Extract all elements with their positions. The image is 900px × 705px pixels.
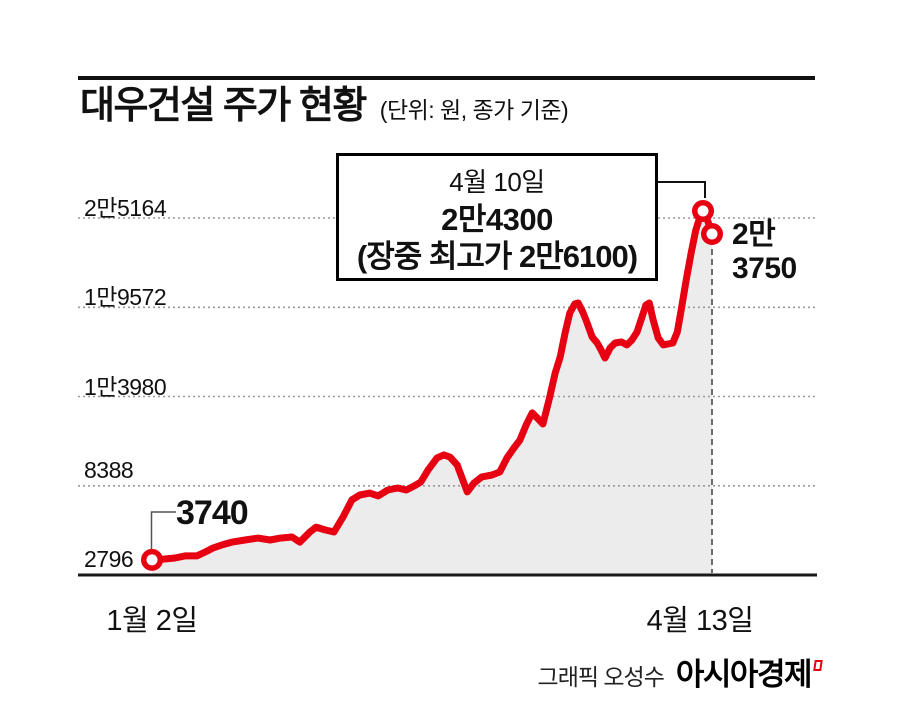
data-point-marker <box>701 223 723 245</box>
y-axis-label: 2만5164 <box>84 195 167 221</box>
area-fill <box>152 211 712 575</box>
y-axis-label: 2796 <box>84 546 134 572</box>
chart-plot-layers <box>78 207 817 577</box>
title-row: 대우건설 주가 현황 (단위: 원, 종가 기준) <box>80 85 569 128</box>
end-price-label: 2만 3750 <box>732 218 797 286</box>
chart-marker-layer <box>141 200 723 571</box>
data-point-marker <box>692 200 714 222</box>
price-line <box>148 207 716 564</box>
brand-logo-text: 아시아경제 <box>675 657 813 692</box>
start-price-label: 3740 <box>176 494 249 532</box>
annotation-box-connector-line <box>658 181 706 198</box>
top-rule-divider <box>78 76 815 80</box>
y-axis-label: 1만3980 <box>84 373 167 400</box>
page-title: 대우건설 주가 현황 <box>80 85 367 127</box>
annotation-close-price: 2만4300 <box>441 202 553 237</box>
end-price-line1: 2만 <box>732 218 776 251</box>
data-point-marker <box>141 548 163 571</box>
x-axis-label: 1월 2일 <box>106 605 198 637</box>
y-axis-label: 1만9572 <box>84 284 167 311</box>
annotation-date: 4월 10일 <box>449 167 545 197</box>
end-price-line2: 3750 <box>732 252 797 285</box>
x-axis-label: 4월 13일 <box>646 605 754 637</box>
annotation-connectors <box>150 181 706 552</box>
annotation-box: 4월 10일 2만4300 (장중 최고가 2만6100) <box>336 153 658 281</box>
start-label-connector-line <box>150 511 176 552</box>
unit-note: (단위: 원, 종가 기준) <box>379 97 569 123</box>
annotation-intraday-high: (장중 최고가 2만6100) <box>356 239 638 275</box>
credits: 그래픽 오성수 아시아경제 <box>537 649 823 694</box>
graphic-byline: 그래픽 오성수 <box>537 664 665 690</box>
brand-logo-mark-icon <box>813 660 823 671</box>
y-axis-label: 8388 <box>84 456 134 483</box>
